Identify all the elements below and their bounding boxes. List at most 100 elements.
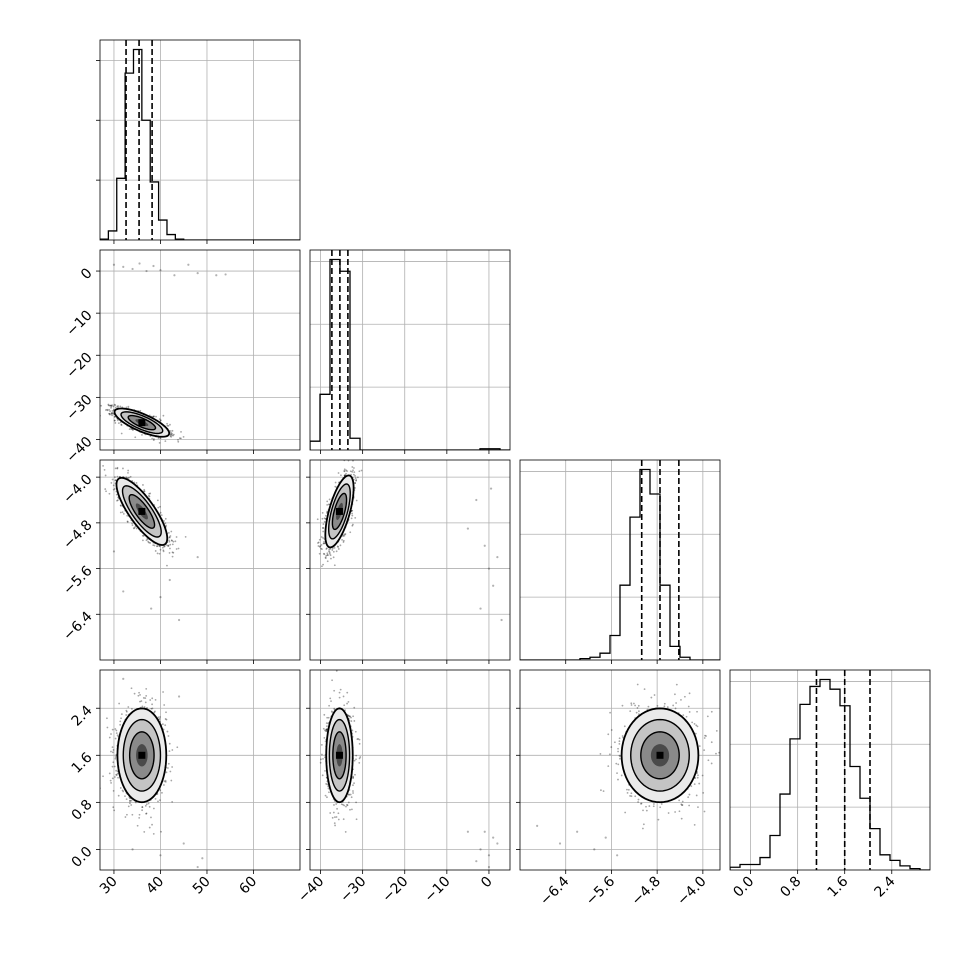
scatter-point <box>105 490 107 493</box>
scatter-point <box>168 539 170 542</box>
scatter-point <box>171 800 174 803</box>
scatter-point <box>114 756 117 758</box>
y-tick-label-3-0: 0.0 <box>69 844 96 871</box>
scatter-point <box>152 832 155 835</box>
scatter-point <box>687 705 690 708</box>
scatter-point <box>334 485 337 488</box>
scatter-point <box>340 474 342 477</box>
scatter-point <box>164 781 167 783</box>
scatter-point <box>163 780 166 783</box>
scatter-outlier <box>475 860 478 863</box>
scatter-point <box>113 419 116 422</box>
scatter-point <box>167 425 170 427</box>
scatter-outlier <box>177 618 181 622</box>
scatter-point <box>683 695 686 698</box>
scatter-point <box>328 552 331 555</box>
scatter-point <box>129 475 132 478</box>
scatter-point <box>129 799 131 802</box>
panel-frame <box>99 39 301 241</box>
scatter-point <box>355 479 357 482</box>
scatter-point <box>135 527 138 530</box>
scatter-point <box>636 707 639 709</box>
scatter-point <box>164 517 167 520</box>
scatter-point <box>602 790 605 793</box>
scatter-point <box>346 804 349 807</box>
scatter-point <box>159 511 162 514</box>
scatter-point <box>116 772 119 775</box>
scatter-point <box>704 734 706 737</box>
x-tick-label-2-1: −5.6 <box>583 873 618 908</box>
scatter-point <box>621 704 624 707</box>
scatter-point <box>623 725 626 728</box>
scatter-outlier <box>479 848 482 851</box>
scatter-point <box>345 805 347 808</box>
scatter-outlier <box>182 842 185 845</box>
scatter-point <box>158 418 161 421</box>
scatter-point <box>352 790 354 792</box>
scatter-point <box>171 539 173 542</box>
panel-hist-1-1 <box>309 249 511 451</box>
scatter-point <box>164 779 167 782</box>
scatter-point <box>175 548 178 550</box>
scatter-point <box>642 823 645 826</box>
scatter-point <box>656 704 659 707</box>
panel-frame <box>99 249 301 451</box>
scatter-point <box>337 818 340 821</box>
scatter-point <box>353 471 356 474</box>
scatter-point <box>119 723 122 726</box>
scatter-point <box>706 715 709 718</box>
scatter-point <box>143 831 146 833</box>
scatter-outlier <box>122 677 125 680</box>
scatter-point <box>634 704 636 707</box>
scatter-point <box>129 802 131 805</box>
scatter-point <box>350 458 352 460</box>
scatter-point <box>357 737 360 740</box>
scatter-point <box>343 468 346 471</box>
panel-scatter-2-3 <box>519 669 721 871</box>
scatter-point <box>358 738 361 741</box>
scatter-point <box>171 766 174 768</box>
scatter-point <box>139 693 141 696</box>
scatter-point <box>110 412 113 414</box>
y-tick-label-1-3: −10 <box>63 308 95 340</box>
scatter-outlier <box>489 487 493 490</box>
x-tick-label-0-0: 30 <box>97 874 121 898</box>
scatter-point <box>637 801 639 803</box>
scatter-point <box>321 517 324 520</box>
scatter-point <box>331 711 334 714</box>
scatter-outlier <box>131 267 134 271</box>
scatter-point <box>172 540 175 543</box>
scatter-point <box>354 482 357 485</box>
scatter-point <box>130 799 133 802</box>
scatter-point <box>647 705 650 708</box>
scatter-point <box>703 810 706 813</box>
scatter-point <box>107 404 110 407</box>
scatter-point <box>358 470 361 473</box>
scatter-point <box>323 553 326 556</box>
y-tick-label-2-0: −6.4 <box>60 609 95 644</box>
scatter-point <box>693 823 696 826</box>
scatter-point <box>117 422 120 425</box>
scatter-point <box>344 533 347 535</box>
scatter-point <box>170 779 173 782</box>
scatter-point <box>610 729 613 731</box>
scatter-point <box>317 541 320 544</box>
scatter-point <box>166 544 169 547</box>
scatter-point <box>352 784 354 787</box>
scatter-point <box>134 525 137 528</box>
scatter-point <box>116 466 119 469</box>
scatter-point <box>109 413 111 416</box>
scatter-point <box>317 545 320 547</box>
scatter-point <box>131 813 134 816</box>
scatter-point <box>629 710 632 713</box>
scatter-point <box>111 478 114 481</box>
scatter-point <box>148 805 151 808</box>
scatter-point <box>115 774 118 776</box>
scatter-point <box>113 415 116 418</box>
scatter-point <box>353 720 356 722</box>
x-tick-label-1-3: −10 <box>421 874 453 906</box>
scatter-outlier <box>159 269 162 272</box>
scatter-point <box>326 500 329 503</box>
scatter-point <box>158 545 161 548</box>
scatter-point <box>152 439 155 441</box>
